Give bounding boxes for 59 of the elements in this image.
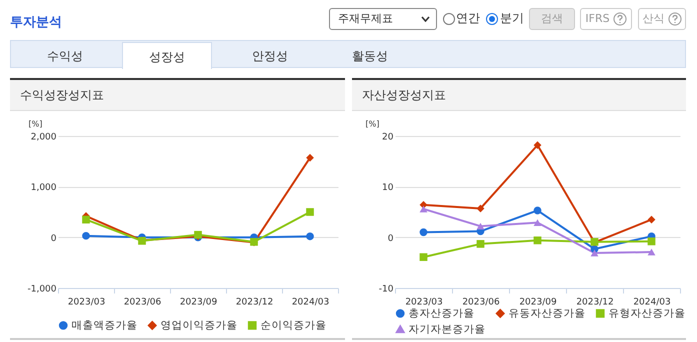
- point: [648, 248, 656, 256]
- point: [590, 250, 598, 256]
- y-tick-label: -10: [378, 284, 394, 294]
- point: [476, 222, 484, 230]
- legend-label: 영업이익증가율: [160, 319, 238, 332]
- y-tick-label: 1,000: [30, 183, 57, 194]
- point: [420, 206, 428, 212]
- chart-title: 자산성장성지표: [352, 80, 686, 111]
- point: [534, 141, 542, 149]
- x-tick-label: 2023/12: [236, 298, 274, 308]
- point: [648, 238, 656, 246]
- text: 투자분석: [10, 14, 62, 31]
- x-tick-label: 2024/03: [633, 298, 671, 308]
- legend-label: 순이익증가율: [260, 319, 326, 332]
- text: 검색: [541, 12, 563, 25]
- x-tick-label: 2023/03: [68, 298, 106, 308]
- point: [534, 236, 542, 244]
- text: 성장성: [122, 42, 212, 69]
- text: IFRS: [585, 12, 610, 25]
- legend-label: 총자산증가율: [408, 307, 474, 320]
- point: [534, 219, 542, 226]
- y-tick-label: 2,000: [30, 132, 57, 142]
- legend-label: 매출액증가율: [72, 319, 138, 332]
- point: [534, 206, 542, 214]
- x-tick-label: 2024/03: [292, 298, 330, 308]
- point: [82, 232, 90, 240]
- point: [648, 216, 656, 224]
- y-axis-title: [%]: [28, 120, 42, 128]
- point: [420, 228, 428, 236]
- point: [476, 240, 484, 248]
- y-axis-title: [%]: [366, 120, 380, 128]
- point: [306, 208, 314, 216]
- point: [476, 204, 484, 212]
- legend-label: 자기자본증가율: [408, 323, 486, 336]
- legend-label: 유동자산증가율: [508, 307, 586, 320]
- point: [306, 232, 314, 240]
- y-tick-label: 20: [382, 132, 394, 142]
- text: 연간: [456, 10, 480, 27]
- x-tick-label: 2023/03: [405, 298, 443, 308]
- legend-label: 유형자산증가율: [608, 307, 686, 320]
- y-tick-label: 0: [50, 234, 57, 244]
- chart-title: 수익성장성지표: [10, 80, 345, 111]
- text: 활동성: [351, 48, 389, 65]
- x-tick-label: 2023/09: [180, 298, 218, 308]
- point: [306, 154, 314, 162]
- x-tick-label: 2023/12: [576, 298, 614, 308]
- text: 안정성: [251, 48, 289, 65]
- point: [420, 253, 428, 261]
- y-tick-label: -1,000: [27, 284, 57, 294]
- point: [82, 216, 90, 224]
- text: 산식: [642, 12, 664, 25]
- y-tick-label: 0: [388, 234, 394, 244]
- x-tick-label: 2023/09: [519, 298, 557, 308]
- text: 수익성: [46, 48, 84, 65]
- dropdown: 주재무제표: [329, 8, 437, 30]
- x-tick-label: 2023/06: [124, 298, 162, 308]
- text: 분기: [500, 10, 524, 27]
- x-tick-label: 2023/06: [462, 298, 500, 308]
- y-tick-label: 10: [382, 183, 394, 194]
